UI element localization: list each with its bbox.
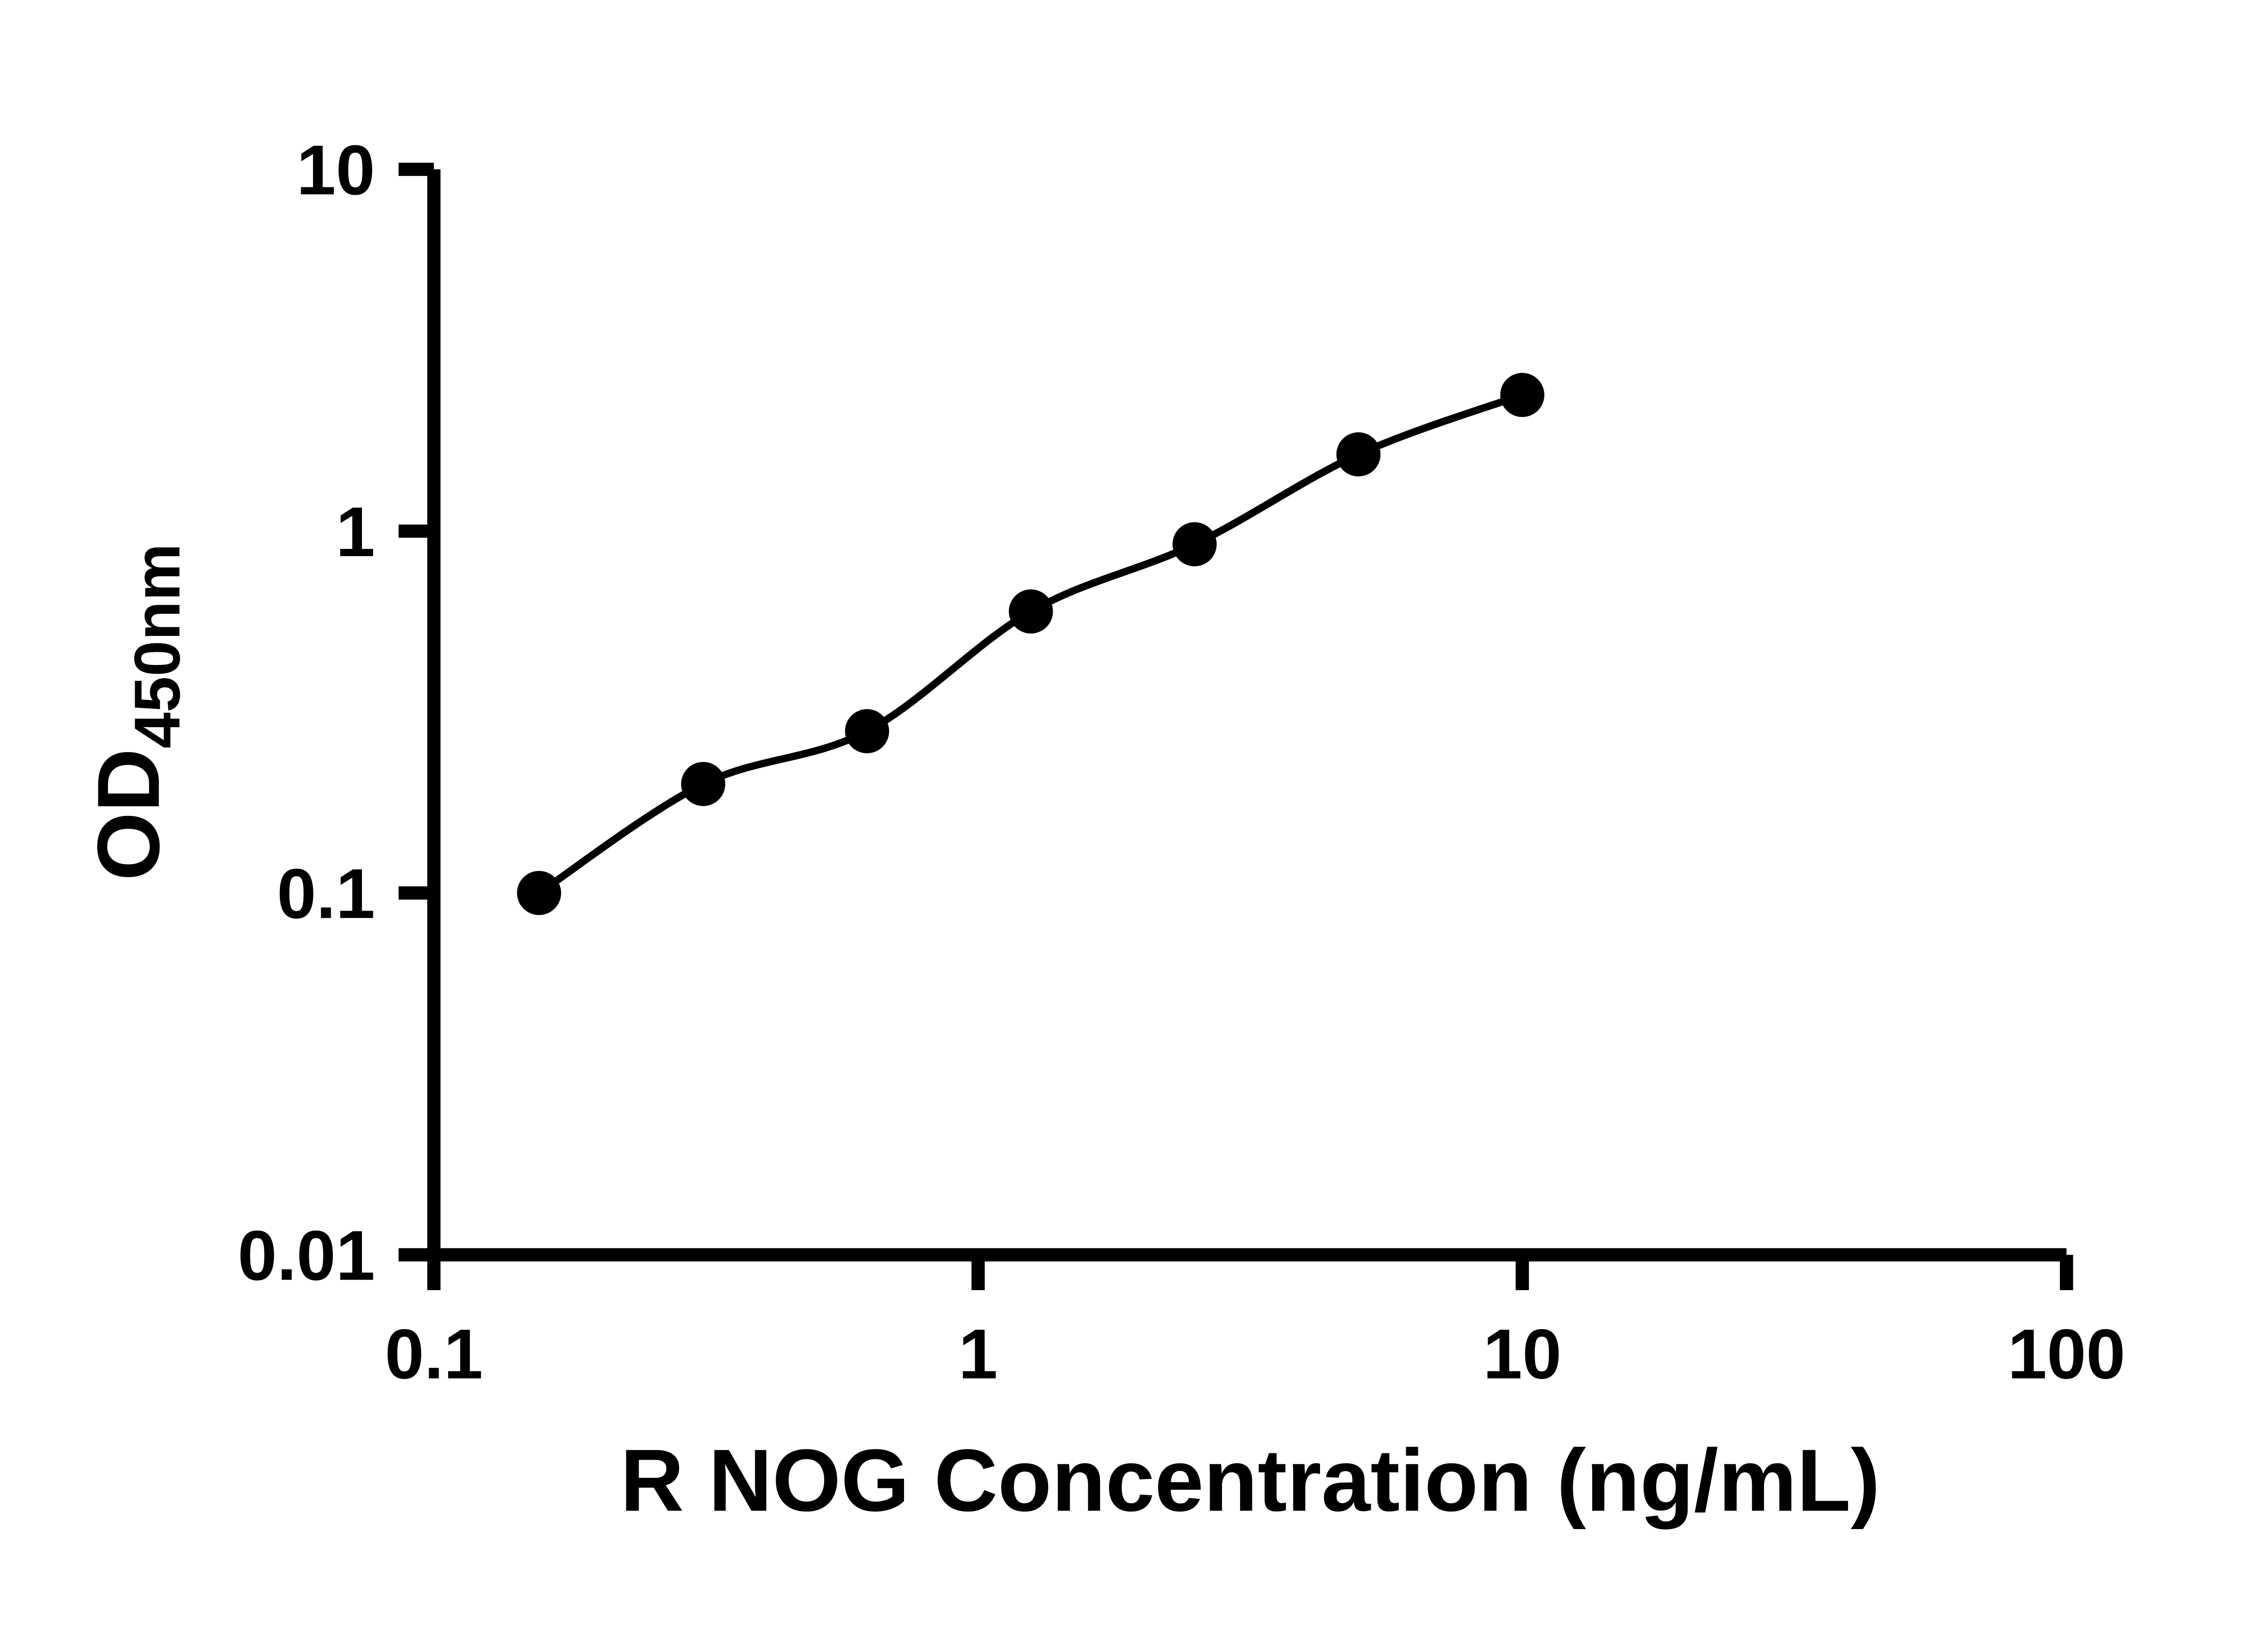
x-axis-title: R NOG Concentration (ng/mL) xyxy=(620,1431,1880,1530)
fit-curve-group xyxy=(535,391,1526,897)
data-point-marker xyxy=(845,709,890,753)
data-point-marker xyxy=(1009,589,1053,634)
axis-lines xyxy=(427,169,2067,1261)
data-point-marker xyxy=(1172,522,1217,567)
y-axis-title: OD450nm xyxy=(79,543,193,881)
y-axis-tick-label: 1 xyxy=(336,492,375,571)
y-axis-tick-label: 0.1 xyxy=(277,854,375,933)
data-point-marker xyxy=(517,870,562,915)
data-point-marker xyxy=(1336,432,1381,477)
fit-curve xyxy=(535,391,1526,897)
y-axis-title-subscript: 450nm xyxy=(122,543,194,748)
y-axis-tick-label: 10 xyxy=(297,130,375,209)
y-axis-tick-label: 0.01 xyxy=(238,1216,375,1295)
x-axis-tick-label: 1 xyxy=(958,1315,998,1393)
data-point-marker xyxy=(681,762,725,806)
data-point-marker xyxy=(1500,373,1545,417)
x-axis-tick-label: 10 xyxy=(1483,1315,1561,1393)
x-axis-tick-label: 0.1 xyxy=(385,1315,483,1393)
y-axis-title-main: OD xyxy=(79,748,178,881)
data-points-group xyxy=(517,373,1545,915)
x-axis-tick-label: 100 xyxy=(2008,1315,2126,1393)
axes xyxy=(427,169,2067,1261)
axis-ticks xyxy=(398,162,2073,1291)
